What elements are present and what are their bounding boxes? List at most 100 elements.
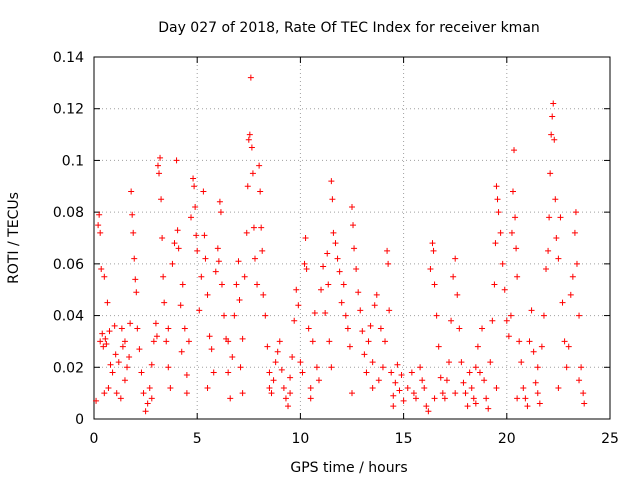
- data-point: [266, 369, 273, 376]
- data-point: [545, 247, 552, 254]
- data-point: [441, 395, 448, 402]
- data-point: [443, 377, 450, 384]
- data-point: [396, 387, 403, 394]
- data-point: [315, 377, 322, 384]
- data-point: [210, 369, 217, 376]
- data-point: [398, 372, 405, 379]
- data-point: [450, 273, 457, 280]
- data-point: [373, 291, 380, 298]
- data-point: [361, 351, 368, 358]
- data-point: [254, 281, 261, 288]
- data-point: [218, 281, 225, 288]
- data-point: [178, 348, 185, 355]
- data-point: [382, 338, 389, 345]
- data-point: [132, 276, 139, 283]
- data-point: [276, 338, 283, 345]
- data-point: [472, 400, 479, 407]
- data-point: [264, 343, 271, 350]
- data-point: [307, 395, 314, 402]
- data-point: [431, 281, 438, 288]
- data-point: [377, 325, 384, 332]
- data-point: [204, 384, 211, 391]
- data-point: [229, 353, 236, 360]
- data-point: [526, 338, 533, 345]
- data-point: [552, 196, 559, 203]
- data-point: [160, 273, 167, 280]
- data-point: [237, 364, 244, 371]
- data-point: [386, 307, 393, 314]
- data-point: [191, 183, 198, 190]
- data-point: [130, 229, 137, 236]
- data-point: [446, 359, 453, 366]
- data-point: [555, 255, 562, 262]
- x-tick-label: 0: [90, 431, 99, 447]
- data-point: [291, 317, 298, 324]
- data-point: [400, 397, 407, 404]
- x-tick-label: 15: [395, 431, 413, 447]
- data-point: [476, 369, 483, 376]
- data-point: [181, 325, 188, 332]
- data-point: [101, 273, 108, 280]
- data-point: [194, 247, 201, 254]
- data-point: [551, 136, 558, 143]
- data-point: [384, 247, 391, 254]
- data-point: [311, 309, 318, 316]
- data-point: [159, 235, 166, 241]
- data-point: [104, 299, 111, 306]
- data-point: [481, 377, 488, 384]
- data-point: [107, 361, 114, 368]
- data-point: [282, 395, 289, 402]
- data-point: [124, 364, 131, 371]
- x-tick-label: 25: [601, 431, 619, 447]
- data-point: [392, 379, 399, 386]
- data-point: [328, 364, 335, 371]
- data-point: [208, 346, 215, 353]
- data-point: [322, 309, 329, 316]
- data-point: [98, 266, 105, 273]
- data-point: [225, 369, 232, 376]
- data-point: [112, 351, 119, 358]
- data-point: [324, 250, 331, 257]
- y-tick-label: 0.12: [53, 102, 84, 118]
- data-point: [468, 384, 475, 391]
- data-point: [105, 384, 112, 391]
- data-point: [474, 343, 481, 350]
- data-point: [548, 131, 555, 138]
- data-point: [512, 214, 519, 221]
- data-point: [532, 379, 539, 386]
- data-point: [157, 154, 164, 161]
- data-point: [350, 222, 357, 229]
- data-point: [470, 395, 477, 402]
- data-point: [204, 291, 211, 298]
- plot-frame: [93, 56, 611, 420]
- data-point: [190, 175, 197, 182]
- data-point: [511, 147, 518, 154]
- data-point: [142, 408, 149, 415]
- data-point: [188, 214, 195, 221]
- data-point: [307, 384, 314, 391]
- data-point: [328, 178, 335, 185]
- data-point: [338, 299, 345, 306]
- data-point: [200, 188, 207, 195]
- y-tick-label: 0.1: [62, 153, 84, 169]
- data-point: [154, 162, 161, 169]
- data-point: [524, 403, 531, 410]
- data-point: [297, 359, 304, 366]
- data-point: [239, 335, 246, 342]
- data-point: [167, 384, 174, 391]
- data-point: [248, 144, 255, 151]
- x-axis-label: GPS time / hours: [290, 460, 407, 476]
- data-point: [569, 273, 576, 280]
- data-point: [201, 232, 208, 239]
- data-point: [494, 196, 501, 203]
- data-point: [563, 364, 570, 371]
- data-point: [280, 384, 287, 391]
- data-point: [448, 317, 455, 324]
- data-point: [435, 343, 442, 350]
- data-point: [177, 302, 184, 309]
- data-point: [313, 364, 320, 371]
- data-point: [115, 359, 122, 366]
- data-point: [247, 74, 254, 81]
- data-point: [464, 403, 471, 410]
